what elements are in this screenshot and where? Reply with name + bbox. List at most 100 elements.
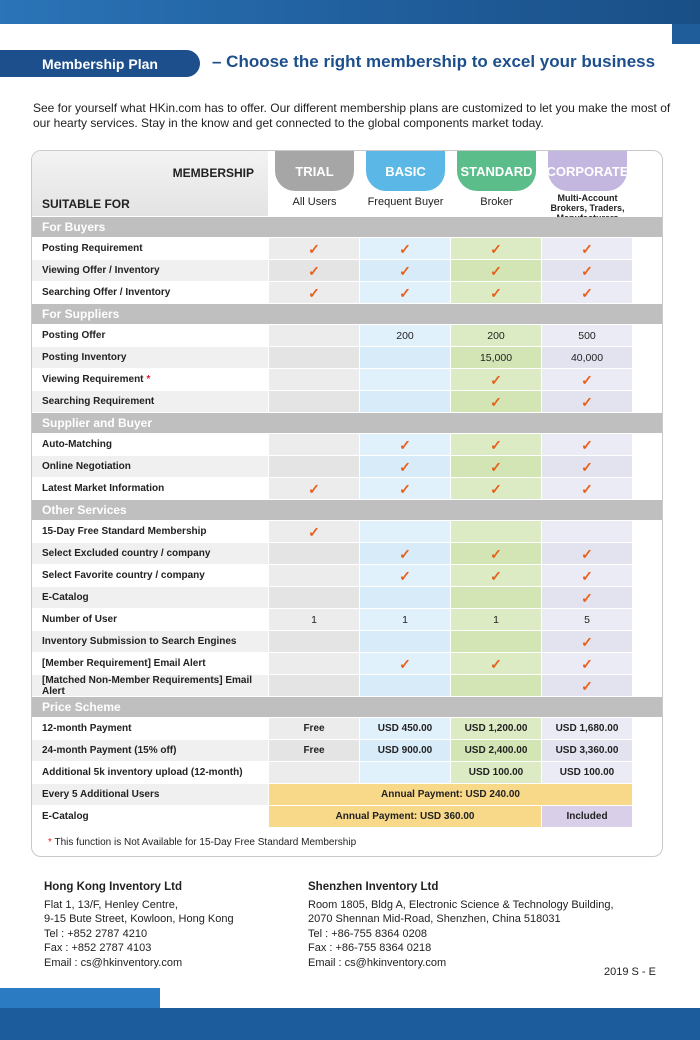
cell-corporate: ✓	[541, 369, 632, 390]
membership-plan-pill: Membership Plan	[0, 50, 200, 77]
checkmark-icon: ✓	[490, 567, 502, 584]
row-label: [Member Requirement] Email Alert	[32, 653, 268, 674]
checkmark-icon: ✓	[581, 436, 593, 453]
checkmark-icon: ✓	[308, 262, 320, 279]
checkmark-icon: ✓	[399, 262, 411, 279]
cell-standard: 1	[450, 609, 541, 630]
cell-standard: ✓	[450, 653, 541, 674]
membership-label: MEMBERSHIP	[172, 166, 254, 180]
row-label: 15-Day Free Standard Membership	[32, 521, 268, 542]
footnote-star: *	[48, 837, 52, 848]
cell-trial	[268, 434, 359, 455]
hk-address: Hong Kong Inventory Ltd Flat 1, 13/F, He…	[44, 880, 234, 970]
checkmark-icon: ✓	[490, 240, 502, 257]
cell-value: 200	[487, 329, 505, 342]
plan-header-3: CORPORATE Multi-Account Brokers, Traders,…	[542, 151, 633, 223]
row-label-text: [Matched Non-Member Requirements] Email …	[42, 674, 253, 697]
cell-trial: 1	[268, 609, 359, 630]
plan-suitable-0: All Users	[292, 196, 337, 208]
cell-trial	[268, 762, 359, 783]
checkmark-icon: ✓	[308, 240, 320, 257]
checkmark-icon: ✓	[581, 677, 593, 694]
table-row: 12-month Payment Free USD 450.00 USD 1,200.…	[32, 718, 662, 740]
cell-basic: ✓	[359, 456, 450, 477]
cell-value: Free	[303, 723, 325, 734]
sz-address-line: Email : cs@hkinventory.com	[308, 956, 447, 969]
cell-trial	[268, 347, 359, 368]
cell-corporate: ✓	[541, 391, 632, 412]
cell-basic	[359, 347, 450, 368]
cell-standard: ✓	[450, 369, 541, 390]
cell-trial	[268, 369, 359, 390]
cell-basic: USD 450.00	[359, 718, 450, 739]
cell-standard: ✓	[450, 478, 541, 499]
cell-value: 200	[396, 329, 414, 342]
cell-corporate: ✓	[541, 675, 632, 696]
cell-basic	[359, 391, 450, 412]
row-label: Every 5 Additional Users	[32, 784, 268, 805]
row-label: 12-month Payment	[32, 718, 268, 739]
cell-standard	[450, 521, 541, 542]
section-header: For Suppliers	[32, 304, 662, 325]
checkmark-icon: ✓	[490, 458, 502, 475]
checkmark-icon: ✓	[399, 655, 411, 672]
required-star: *	[146, 374, 151, 385]
footnote: * This function is Not Available for 15-…	[48, 837, 356, 848]
cell-standard	[450, 675, 541, 696]
row-label: Additional 5k inventory upload (12-month…	[32, 762, 268, 783]
cell-basic: 1	[359, 609, 450, 630]
checkmark-icon: ✓	[399, 284, 411, 301]
checkmark-icon: ✓	[399, 567, 411, 584]
section-header: For Buyers	[32, 217, 662, 238]
table-row: Viewing Offer / Inventory ✓ ✓ ✓ ✓	[32, 260, 662, 282]
checkmark-icon: ✓	[581, 589, 593, 606]
cell-corporate: 500	[541, 325, 632, 346]
row-label-text: Every 5 Additional Users	[42, 789, 160, 800]
hk-address-line: Email : cs@hkinventory.com	[44, 956, 183, 969]
checkmark-icon: ✓	[490, 436, 502, 453]
cell-corporate: USD 1,680.00	[541, 718, 632, 739]
cell-standard: USD 100.00	[450, 762, 541, 783]
cell-standard: ✓	[450, 434, 541, 455]
row-label-text: Inventory Submission to Search Engines	[42, 636, 237, 647]
row-label: E-Catalog	[32, 806, 268, 827]
cell-value: 1	[402, 613, 408, 626]
checkmark-icon: ✓	[399, 545, 411, 562]
cell-basic: ✓	[359, 260, 450, 281]
cell-basic: ✓	[359, 653, 450, 674]
sz-address-line: Tel : +86-755 8364 0208	[308, 927, 427, 940]
hk-address-line: 9-15 Bute Street, Kowloon, Hong Kong	[44, 913, 234, 925]
sz-address-line: Room 1805, Bldg A, Electronic Science & …	[308, 898, 614, 911]
checkmark-icon: ✓	[581, 393, 593, 410]
row-label-text: Online Negotiation	[42, 461, 131, 472]
checkmark-icon: ✓	[581, 480, 593, 497]
suitable-for-label: SUITABLE FOR	[42, 197, 130, 211]
sz-address-line: 2070 Shennan Mid-Road, Shenzhen, China 5…	[308, 913, 561, 925]
checkmark-icon: ✓	[581, 655, 593, 672]
cell-basic	[359, 631, 450, 652]
cell-basic	[359, 369, 450, 390]
row-label-text: Posting Offer	[42, 330, 106, 341]
cell-standard: ✓	[450, 391, 541, 412]
hk-address-line: Flat 1, 13/F, Henley Centre,	[44, 898, 178, 911]
cell-value: 1	[493, 613, 499, 626]
cell-trial	[268, 675, 359, 696]
hk-address-line: Tel : +852 2787 4210	[44, 927, 148, 940]
table-row: Auto-Matching ✓ ✓ ✓	[32, 434, 662, 456]
section-header: Other Services	[32, 500, 662, 521]
table-row: Latest Market Information ✓ ✓ ✓ ✓	[32, 478, 662, 500]
table-row: [Member Requirement] Email Alert ✓ ✓ ✓	[32, 653, 662, 675]
checkmark-icon: ✓	[490, 284, 502, 301]
cell-value: 15,000	[479, 351, 513, 364]
table-row: Searching Requirement ✓ ✓	[32, 391, 662, 413]
cell-trial: ✓	[268, 238, 359, 259]
cell-trial	[268, 456, 359, 477]
cell-basic: 200	[359, 325, 450, 346]
membership-table: MEMBERSHIP SUITABLE FOR TRIAL All Users BA…	[31, 150, 663, 857]
cell-value: 500	[578, 329, 596, 342]
checkmark-icon: ✓	[581, 567, 593, 584]
table-row: Posting Requirement ✓ ✓ ✓ ✓	[32, 238, 662, 260]
plan-name-2: STANDARD	[457, 151, 536, 191]
cell-value: 1	[311, 613, 317, 626]
cell-corporate: ✓	[541, 478, 632, 499]
